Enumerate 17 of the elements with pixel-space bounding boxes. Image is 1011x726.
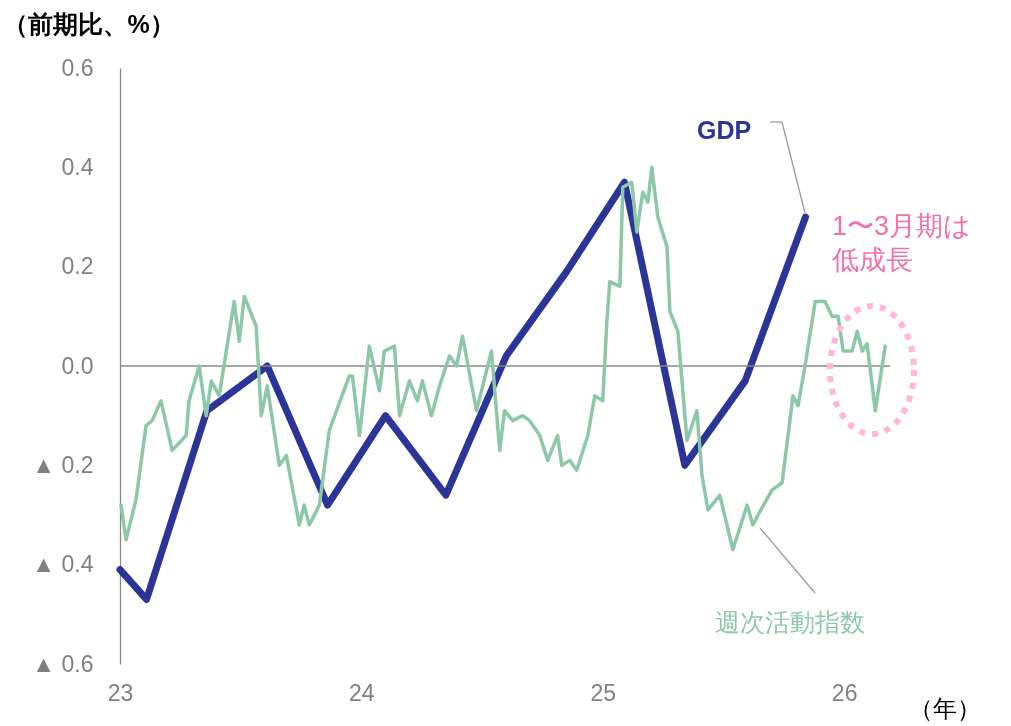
y-tick-label: 0.0 — [61, 352, 94, 379]
y-tick-label: ▲ 0.2 — [32, 451, 94, 478]
x-axis-title: （年） — [908, 694, 981, 722]
y-axis-title: （前期比、%） — [2, 9, 175, 38]
text: 週次活動指数 — [715, 608, 865, 636]
y-tick-label: ▲ 0.4 — [32, 551, 94, 578]
y-tick-label: 0.2 — [61, 253, 94, 280]
y-tick-label: 0.4 — [61, 153, 94, 180]
x-tick-label: 26 — [831, 679, 858, 706]
y-tick-label: ▲ 0.6 — [32, 650, 94, 677]
annotation: 1〜3月期は低成長 — [832, 211, 972, 275]
x-tick-label: 24 — [349, 679, 375, 706]
line-series — [119, 165, 887, 552]
x-tick-label: 23 — [107, 679, 134, 706]
y-tick-label: 0.6 — [61, 54, 94, 81]
x-tick-label: 25 — [590, 679, 617, 706]
text: GDP — [697, 116, 752, 144]
